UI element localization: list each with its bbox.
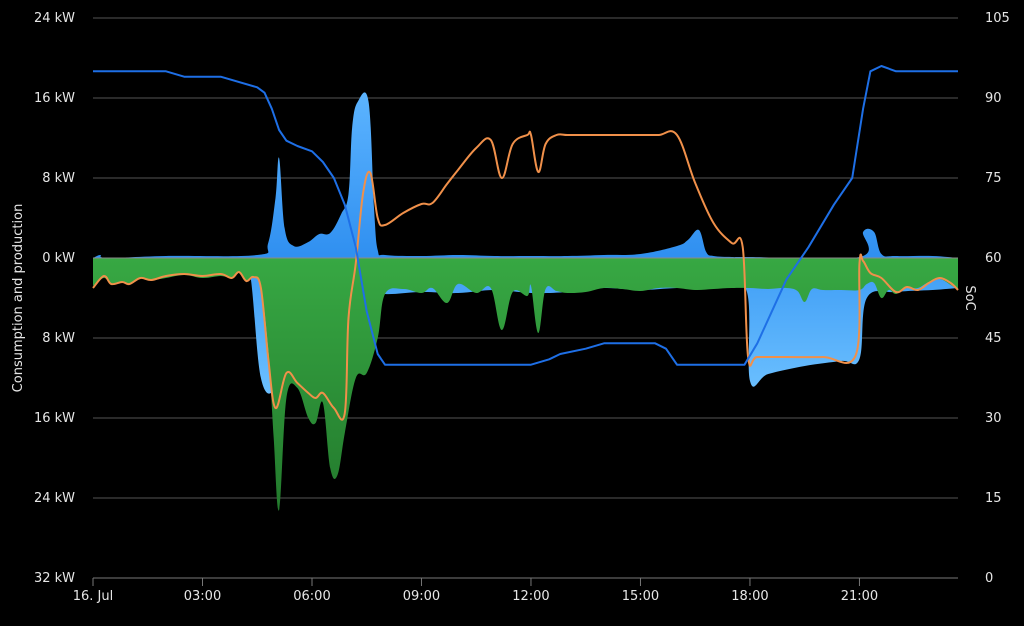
production-area xyxy=(93,92,958,259)
left-tick-label: 8 kW xyxy=(42,331,75,346)
x-tick-label: 18:00 xyxy=(731,589,768,604)
left-tick-label: 16 kW xyxy=(34,91,75,106)
right-tick-label: 75 xyxy=(985,171,1002,186)
soc-line xyxy=(93,65,958,366)
right-axis-tick-labels: 105 90 75 60 45 30 15 0 xyxy=(985,11,1010,586)
x-tick-label: 16. Jul xyxy=(73,589,114,604)
x-tick-label: 15:00 xyxy=(622,589,659,604)
x-tick-label: 12:00 xyxy=(512,589,549,604)
left-tick-label: 0 kW xyxy=(42,251,75,266)
right-tick-label: 90 xyxy=(985,91,1002,106)
left-axis-tick-labels: 24 kW 16 kW 8 kW 0 kW 8 kW 16 kW 24 kW 32 kW xyxy=(34,11,75,586)
grid-power-line xyxy=(92,130,959,421)
left-tick-label: 24 kW xyxy=(34,491,75,506)
x-tick-label: 03:00 xyxy=(184,589,221,604)
left-tick-label: 8 kW xyxy=(42,171,75,186)
x-axis-tick-labels: 16. Jul 03:00 06:00 09:00 12:00 15:00 18:00 21:… xyxy=(73,589,878,604)
right-tick-label: 45 xyxy=(985,331,1002,346)
right-tick-label: 30 xyxy=(985,411,1002,426)
line-series xyxy=(92,65,959,421)
left-tick-label: 24 kW xyxy=(34,11,75,26)
right-tick-label: 0 xyxy=(985,571,993,586)
x-tick-label: 06:00 xyxy=(293,589,330,604)
right-tick-label: 15 xyxy=(985,491,1002,506)
x-tick-label: 21:00 xyxy=(841,589,878,604)
consumption-area xyxy=(93,258,958,511)
right-tick-label: 105 xyxy=(985,11,1010,26)
left-tick-label: 16 kW xyxy=(34,411,75,426)
left-axis-title: Consumption and production xyxy=(11,204,26,393)
left-tick-label: 32 kW xyxy=(34,571,75,586)
right-axis-title: SoC xyxy=(962,285,977,310)
right-tick-label: 60 xyxy=(985,251,1002,266)
x-tick-label: 09:00 xyxy=(403,589,440,604)
area-series xyxy=(93,92,958,511)
